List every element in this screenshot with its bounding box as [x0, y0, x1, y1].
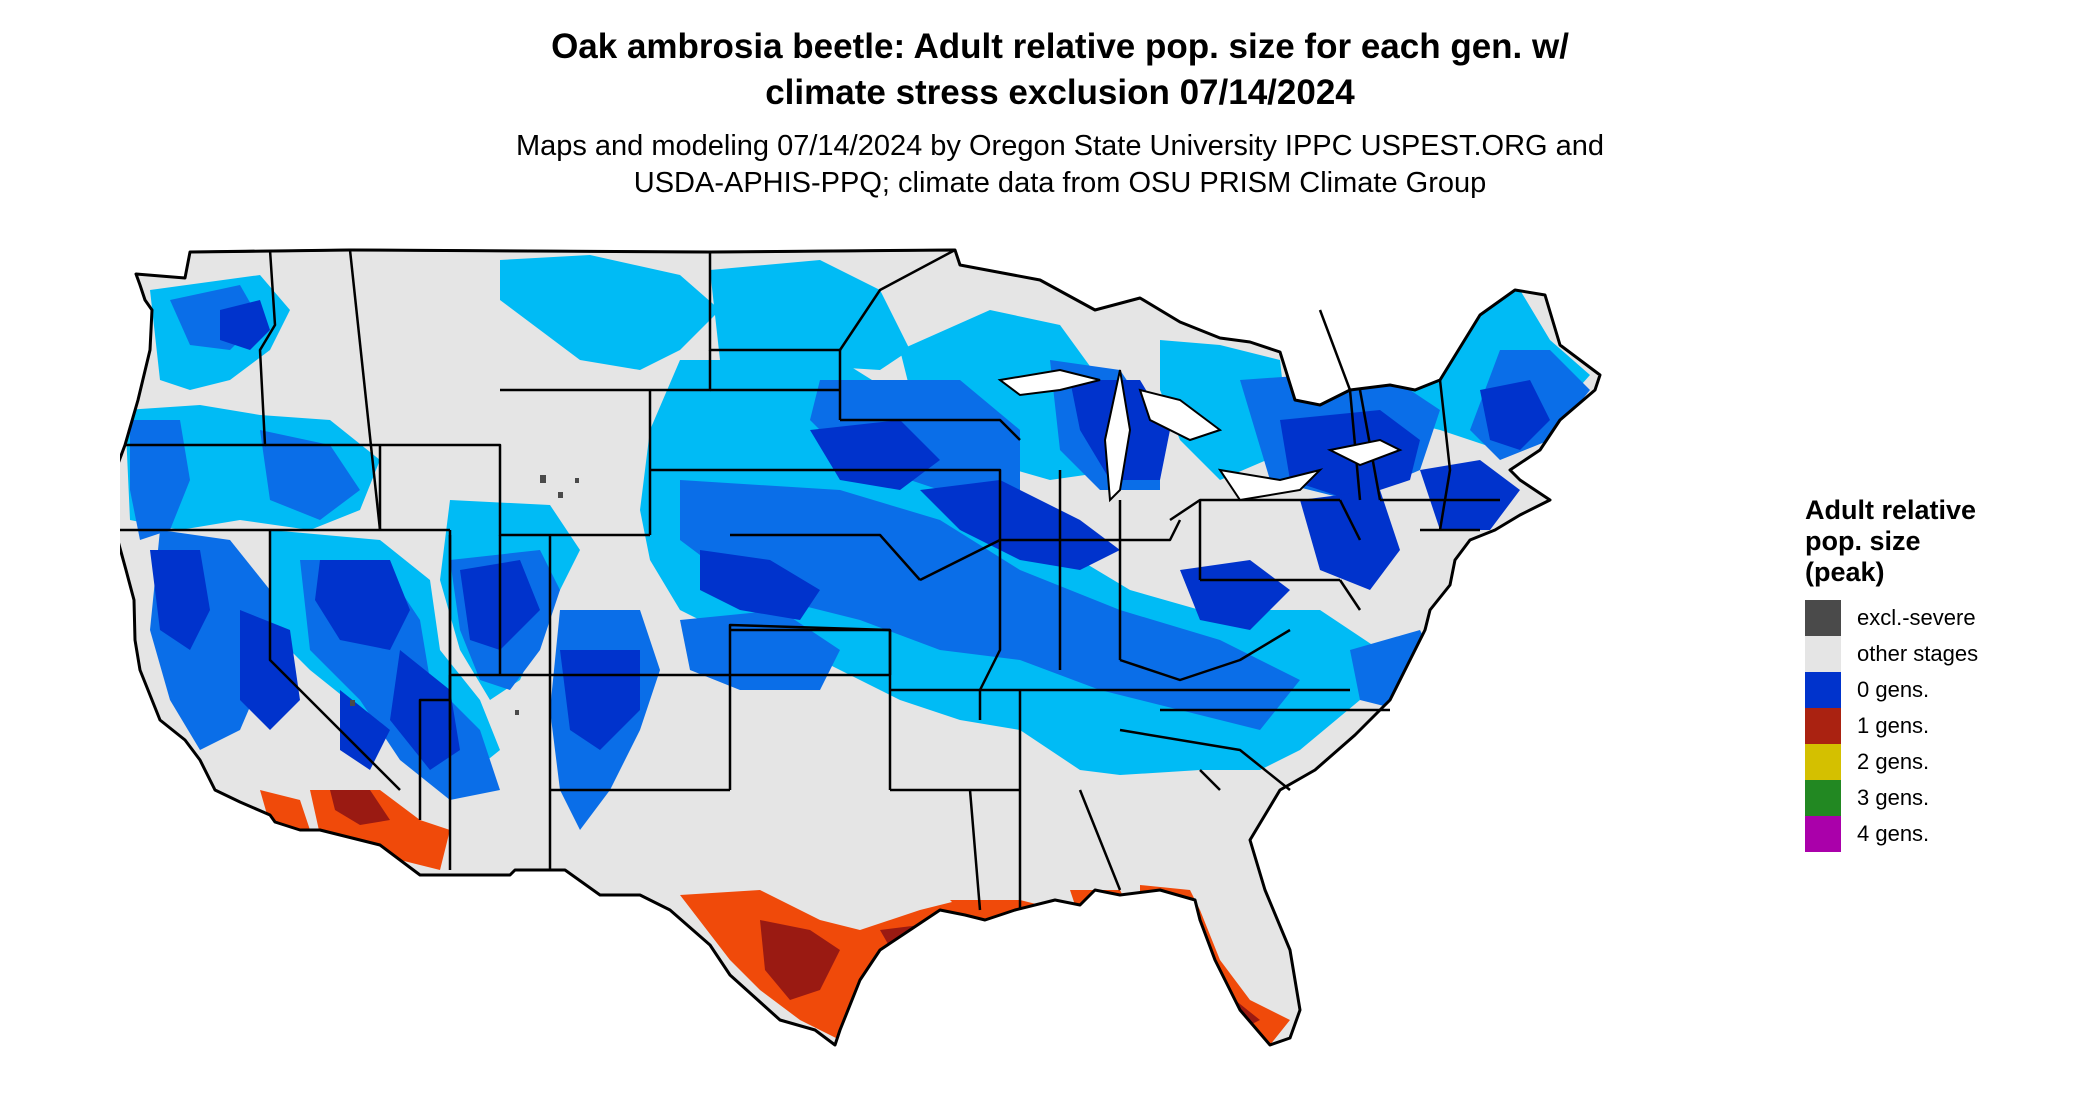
subtitle-line-2: USDA-APHIS-PPQ; climate data from OSU PR… [633, 167, 1487, 199]
legend-item-2-gens: 2 gens. [1805, 744, 2075, 780]
us-map [120, 248, 1602, 1047]
legend-item-0-gens: 0 gens. [1805, 672, 2075, 708]
legend-item-excl-severe: excl.-severe [1805, 600, 2075, 636]
legend-item-1-gens: 1 gens. [1805, 708, 2075, 744]
dark-blue-zone [150, 300, 1550, 770]
title-line-1: Oak ambrosia beetle: Adult relative pop.… [551, 27, 1569, 66]
legend-swatch [1805, 708, 1841, 744]
legend-label: 1 gens. [1857, 713, 1930, 738]
legend-label: 4 gens. [1857, 821, 1930, 846]
legend-swatch [1805, 816, 1841, 852]
legend-title-line-1: Adult relative [1805, 495, 1977, 525]
us-outline [120, 248, 1602, 1047]
legend-label: excl.-severe [1857, 605, 1976, 630]
great-lakes [997, 368, 1403, 503]
legend-label: 3 gens. [1857, 785, 1930, 810]
legend-title-line-2: pop. size [1805, 526, 1921, 556]
legend-swatch [1805, 636, 1841, 672]
legend-swatch [1805, 600, 1841, 636]
map-subtitle: Maps and modeling 07/14/2024 by Oregon S… [250, 128, 1870, 202]
legend-item-other-stages: other stages [1805, 636, 2075, 672]
legend-item-4-gens: 4 gens. [1805, 816, 2075, 852]
map-legend: Adult relative pop. size (peak) excl.-se… [1805, 495, 2075, 852]
legend-label: 2 gens. [1857, 749, 1930, 774]
legend-swatch [1805, 780, 1841, 816]
legend-label: other stages [1857, 641, 1979, 666]
subtitle-line-1: Maps and modeling 07/14/2024 by Oregon S… [515, 130, 1605, 162]
legend-swatch [1805, 744, 1841, 780]
legend-swatch [1805, 672, 1841, 708]
map-title: Oak ambrosia beetle: Adult relative pop.… [250, 24, 1870, 116]
excluded-severe-zone [350, 475, 579, 715]
legend-label: 0 gens. [1857, 677, 1930, 702]
legend-item-3-gens: 3 gens. [1805, 780, 2075, 816]
state-borders [120, 248, 1500, 911]
title-line-2: climate stress exclusion 07/14/2024 [765, 73, 1355, 112]
legend-title-line-3: (peak) [1805, 557, 1885, 587]
legend-title: Adult relative pop. size (peak) [1805, 495, 2075, 588]
